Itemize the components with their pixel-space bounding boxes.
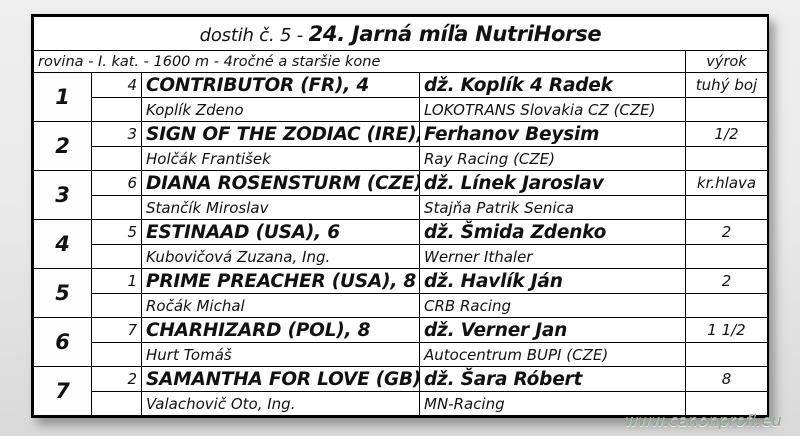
stable-name: Ray Racing (CZE) bbox=[419, 146, 686, 171]
finish-position: 3 bbox=[33, 170, 92, 220]
saddle-number: 7 bbox=[91, 317, 142, 343]
horse-name: SIGN OF THE ZODIAC (IRE), 6 bbox=[141, 121, 420, 147]
trainer-name: Koplík Zdeno bbox=[141, 97, 420, 122]
saddle-number: 6 bbox=[91, 170, 142, 196]
saddle-number-spacer bbox=[91, 342, 142, 367]
finish-position: 1 bbox=[33, 72, 92, 122]
verdict-spacer bbox=[685, 391, 768, 416]
saddle-number-spacer bbox=[91, 391, 142, 416]
table-row: 1 4 CONTRIBUTOR (FR), 4 dž. Koplík 4 Rad… bbox=[33, 72, 768, 122]
jockey-name: dž. Šmida Zdenko bbox=[419, 219, 686, 245]
race-result-sheet: dostih č. 5 - 24. Jarná míľa NutriHorse … bbox=[31, 14, 769, 418]
saddle-number-spacer bbox=[91, 244, 142, 269]
stable-name: MN-Racing bbox=[419, 391, 686, 416]
saddle-number: 5 bbox=[91, 219, 142, 245]
saddle-number: 4 bbox=[91, 72, 142, 98]
saddle-number: 2 bbox=[91, 366, 142, 392]
saddle-number-spacer bbox=[91, 97, 142, 122]
saddle-number: 1 bbox=[91, 268, 142, 294]
horse-name: ESTINAAD (USA), 6 bbox=[141, 219, 420, 245]
table-row-secondary: Hurt Tomáš Autocentrum BUPI (CZE) bbox=[34, 342, 768, 367]
finish-position: 4 bbox=[33, 219, 92, 269]
race-title: dostih č. 5 - 24. Jarná míľa NutriHorse bbox=[33, 16, 768, 51]
verdict-value: tuhý boj bbox=[685, 72, 768, 98]
site-watermark: www.canonprofi.eu bbox=[624, 411, 782, 430]
verdict-spacer bbox=[685, 293, 768, 318]
finish-position: 6 bbox=[33, 317, 92, 367]
conditions-row: rovina - I. kat. - 1600 m - 4ročné a sta… bbox=[33, 50, 768, 73]
trainer-name: Ročák Michal bbox=[141, 293, 420, 318]
jockey-name: dž. Koplík 4 Radek bbox=[419, 72, 686, 98]
table-row: 6 7 CHARHIZARD (POL), 8 dž. Verner Jan 1… bbox=[33, 317, 768, 367]
stable-name: Werner Ithaler bbox=[419, 244, 686, 269]
trainer-name: Hurt Tomáš bbox=[141, 342, 420, 367]
verdict-spacer bbox=[685, 195, 768, 220]
saddle-number-spacer bbox=[91, 146, 142, 171]
jockey-name: Ferhanov Beysim bbox=[419, 121, 686, 147]
title-row: dostih č. 5 - 24. Jarná míľa NutriHorse bbox=[33, 16, 768, 51]
jockey-name: dž. Havlík Ján bbox=[419, 268, 686, 294]
table-row-secondary: Stančík Miroslav Stajňa Patrik Senica bbox=[34, 195, 768, 220]
verdict-value: 2 bbox=[685, 268, 768, 294]
finish-position: 7 bbox=[33, 366, 92, 416]
verdict-spacer bbox=[685, 244, 768, 269]
verdict-spacer bbox=[685, 342, 768, 367]
trainer-name: Valachovič Oto, Ing. bbox=[141, 391, 420, 416]
horse-name: CHARHIZARD (POL), 8 bbox=[141, 317, 420, 343]
jockey-name: dž. Šara Róbert bbox=[419, 366, 686, 392]
verdict-spacer bbox=[685, 146, 768, 171]
stable-name: CRB Racing bbox=[419, 293, 686, 318]
jockey-name: dž. Línek Jaroslav bbox=[419, 170, 686, 196]
race-conditions: rovina - I. kat. - 1600 m - 4ročné a sta… bbox=[33, 50, 686, 73]
verdict-value: 1/2 bbox=[685, 121, 768, 147]
stable-name: LOKOTRANS Slovakia CZ (CZE) bbox=[419, 97, 686, 122]
trainer-name: Kubovičová Zuzana, Ing. bbox=[141, 244, 420, 269]
race-title-prefix: dostih č. 5 - bbox=[199, 24, 309, 46]
verdict-value: kr.hlava bbox=[685, 170, 768, 196]
table-row: 2 3 SIGN OF THE ZODIAC (IRE), 6 Ferhanov… bbox=[33, 121, 768, 171]
verdict-spacer bbox=[685, 97, 768, 122]
table-row-secondary: Koplík Zdeno LOKOTRANS Slovakia CZ (CZE) bbox=[34, 97, 768, 122]
table-row-secondary: Ročák Michal CRB Racing bbox=[34, 293, 768, 318]
table-row-secondary: Holčák František Ray Racing (CZE) bbox=[34, 146, 768, 171]
horse-name: SAMANTHA FOR LOVE (GB), 7 bbox=[141, 366, 420, 392]
verdict-value: 2 bbox=[685, 219, 768, 245]
table-row: 4 5 ESTINAAD (USA), 6 dž. Šmida Zdenko 2 bbox=[33, 219, 768, 269]
stable-name: Autocentrum BUPI (CZE) bbox=[419, 342, 686, 367]
race-results-table: dostih č. 5 - 24. Jarná míľa NutriHorse … bbox=[33, 16, 768, 416]
race-title-main: 24. Jarná míľa NutriHorse bbox=[308, 21, 602, 46]
verdict-column-header: výrok bbox=[685, 50, 768, 73]
table-row-secondary: Valachovič Oto, Ing. MN-Racing bbox=[34, 391, 768, 416]
saddle-number-spacer bbox=[91, 195, 142, 220]
jockey-name: dž. Verner Jan bbox=[419, 317, 686, 343]
horse-name: DIANA ROSENSTURM (CZE), 5 bbox=[141, 170, 420, 196]
verdict-value: 1 1/2 bbox=[685, 317, 768, 343]
table-row-secondary: Kubovičová Zuzana, Ing. Werner Ithaler bbox=[34, 244, 768, 269]
saddle-number: 3 bbox=[91, 121, 142, 147]
stable-name: Stajňa Patrik Senica bbox=[419, 195, 686, 220]
finish-position: 2 bbox=[33, 121, 92, 171]
trainer-name: Stančík Miroslav bbox=[141, 195, 420, 220]
finish-position: 5 bbox=[33, 268, 92, 318]
table-row: 5 1 PRIME PREACHER (USA), 8 dž. Havlík J… bbox=[33, 268, 768, 318]
verdict-value: 8 bbox=[685, 366, 768, 392]
horse-name: CONTRIBUTOR (FR), 4 bbox=[141, 72, 420, 98]
trainer-name: Holčák František bbox=[141, 146, 420, 171]
table-row: 3 6 DIANA ROSENSTURM (CZE), 5 dž. Línek … bbox=[33, 170, 768, 220]
table-row: 7 2 SAMANTHA FOR LOVE (GB), 7 dž. Šara R… bbox=[33, 366, 768, 416]
horse-name: PRIME PREACHER (USA), 8 bbox=[141, 268, 420, 294]
table-body: dostih č. 5 - 24. Jarná míľa NutriHorse … bbox=[33, 16, 768, 416]
saddle-number-spacer bbox=[91, 293, 142, 318]
